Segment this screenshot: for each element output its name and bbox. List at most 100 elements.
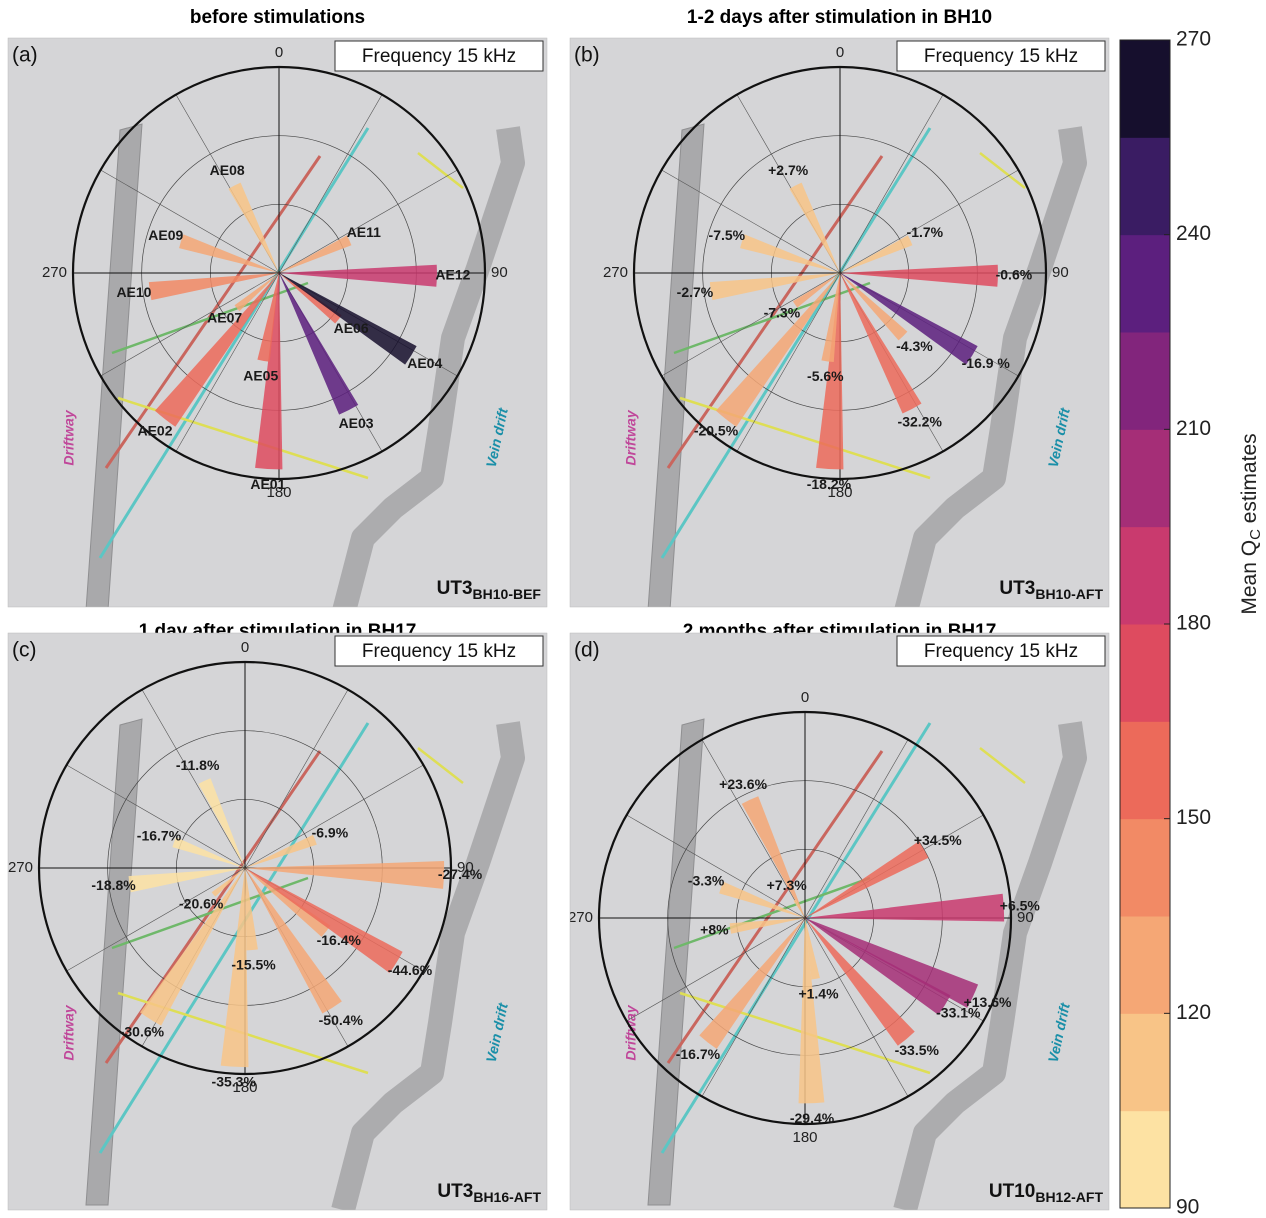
- driftway-tunnel: [647, 718, 705, 1206]
- wedge: [709, 273, 840, 301]
- wedge: [279, 273, 417, 365]
- site-tag-main: UT3: [437, 1181, 473, 1202]
- panel: Driftway Vein drift090180270+2.7%-7.5%-2.…: [570, 38, 1109, 607]
- wedge-label: -50.4%: [319, 1012, 364, 1028]
- wedge: [228, 182, 279, 273]
- wedge: [172, 837, 245, 868]
- wedge: [154, 273, 279, 427]
- angle-tick-label: 0: [801, 689, 809, 706]
- colorbar-bin: [1120, 1013, 1170, 1112]
- spoke: [278, 169, 458, 274]
- colorbar-label-main: Mean Q: [1238, 540, 1261, 615]
- wedge-label: AE09: [148, 227, 183, 243]
- spoke: [804, 917, 909, 1097]
- wedge: [234, 273, 279, 312]
- wedge-label: -11.8%: [176, 757, 220, 773]
- annotation: Frequency 15 kHz: [924, 641, 1078, 662]
- wedge-label: +6.5%: [1000, 897, 1041, 913]
- wedge: [805, 918, 951, 1015]
- map-label: Driftway: [61, 1004, 77, 1060]
- wedge-label: -30.6%: [120, 1024, 165, 1040]
- wedge-label: AE08: [210, 162, 245, 178]
- wedge-label: -29.4%: [790, 1110, 835, 1126]
- wedge-label: +23.6%: [719, 776, 767, 792]
- site-tag-sub: BH12-AFT: [1035, 1189, 1103, 1205]
- wedge-label: -18.2%: [807, 476, 852, 492]
- wedge: [840, 273, 978, 365]
- borehole: [660, 722, 932, 1154]
- wedge-label: -2.7%: [677, 284, 714, 300]
- wedge: [805, 893, 1005, 922]
- wedge-label: -33.5%: [895, 1042, 940, 1058]
- wedge: [719, 881, 805, 918]
- colorbar-tick-label: 180: [1176, 612, 1211, 635]
- angle-tick-label: 90: [457, 859, 474, 876]
- wedge: [805, 918, 820, 980]
- borehole: [979, 747, 1026, 784]
- wedge: [128, 868, 245, 893]
- site-tag-main: UT3: [437, 578, 473, 599]
- wedge: [821, 273, 840, 363]
- spoke: [701, 917, 806, 1097]
- panel-label: (c): [12, 639, 37, 662]
- colorbar-label: Mean QC estimates: [1238, 433, 1264, 614]
- spoke: [100, 169, 280, 274]
- spoke: [141, 689, 246, 869]
- wedge-label: -5.6%: [807, 368, 844, 384]
- wedge: [255, 273, 283, 470]
- panel-label: (d): [574, 639, 600, 662]
- wedge-label: -0.6%: [996, 267, 1033, 283]
- wedge-label: AE07: [207, 309, 242, 325]
- wedge-label: AE02: [137, 422, 172, 438]
- wedge: [245, 868, 342, 1014]
- panel-frame: [569, 632, 1110, 1211]
- spoke: [839, 94, 944, 274]
- site-tag-sub: BH16-AFT: [473, 1189, 541, 1205]
- borehole: [417, 747, 464, 784]
- colorbar-bin: [1120, 332, 1170, 430]
- wedge-label: AE05: [243, 367, 278, 383]
- borehole: [979, 152, 1026, 189]
- annotation-box: [896, 635, 1106, 667]
- borehole: [673, 876, 871, 950]
- wedge-label: AE06: [334, 320, 369, 336]
- colorbar-label-tail: estimates: [1238, 433, 1261, 529]
- spoke: [100, 272, 280, 377]
- wedge-label: AE10: [116, 284, 151, 300]
- wedge: [211, 868, 245, 897]
- colorbar-tick-label: 90: [1176, 1196, 1199, 1218]
- wedge-label: -18.8%: [91, 877, 136, 893]
- angle-tick-label: 90: [1017, 909, 1034, 926]
- spoke: [244, 764, 424, 869]
- wedge-label: AE12: [435, 267, 470, 283]
- site-tag: UT3BH10-BEF: [437, 578, 542, 602]
- wedge-label: +34.5%: [914, 832, 962, 848]
- panel-title: before stimulations: [190, 7, 365, 28]
- spoke: [839, 169, 1019, 274]
- colorbar-tick-label: 120: [1176, 1001, 1211, 1024]
- wedge-label: AE11: [347, 224, 381, 240]
- wedge-label: -7.3%: [764, 304, 801, 320]
- site-tag: UT10BH12-AFT: [989, 1181, 1104, 1205]
- panel: Driftway Vein drift090180270+23.6%-3.3%+8…: [570, 633, 1109, 1210]
- site-tag-sub: BH10-BEF: [473, 586, 542, 602]
- wedge-label: +8%: [700, 921, 729, 937]
- annotation: Frequency 15 kHz: [924, 46, 1078, 67]
- wedge-label: -15.5%: [231, 957, 276, 973]
- annotation: Frequency 15 kHz: [362, 46, 516, 67]
- wedge: [699, 918, 805, 1049]
- wedge: [816, 273, 844, 470]
- angle-tick-label: 270: [42, 264, 67, 281]
- colorbar-bin: [1120, 429, 1170, 528]
- wedge: [245, 868, 331, 937]
- colorbar-label-sub: C: [1247, 529, 1264, 540]
- angle-tick-label: 270: [603, 264, 628, 281]
- colorbar-tick-label: 210: [1176, 417, 1211, 440]
- wedge-label: -3.3%: [688, 873, 725, 889]
- colorbar-bin: [1120, 526, 1170, 625]
- angle-tick-label: 180: [827, 484, 852, 501]
- wedge: [840, 264, 998, 287]
- wedge: [798, 918, 825, 1104]
- wedge-label: -16.7%: [676, 1046, 721, 1062]
- colorbar-bin: [1120, 916, 1170, 1014]
